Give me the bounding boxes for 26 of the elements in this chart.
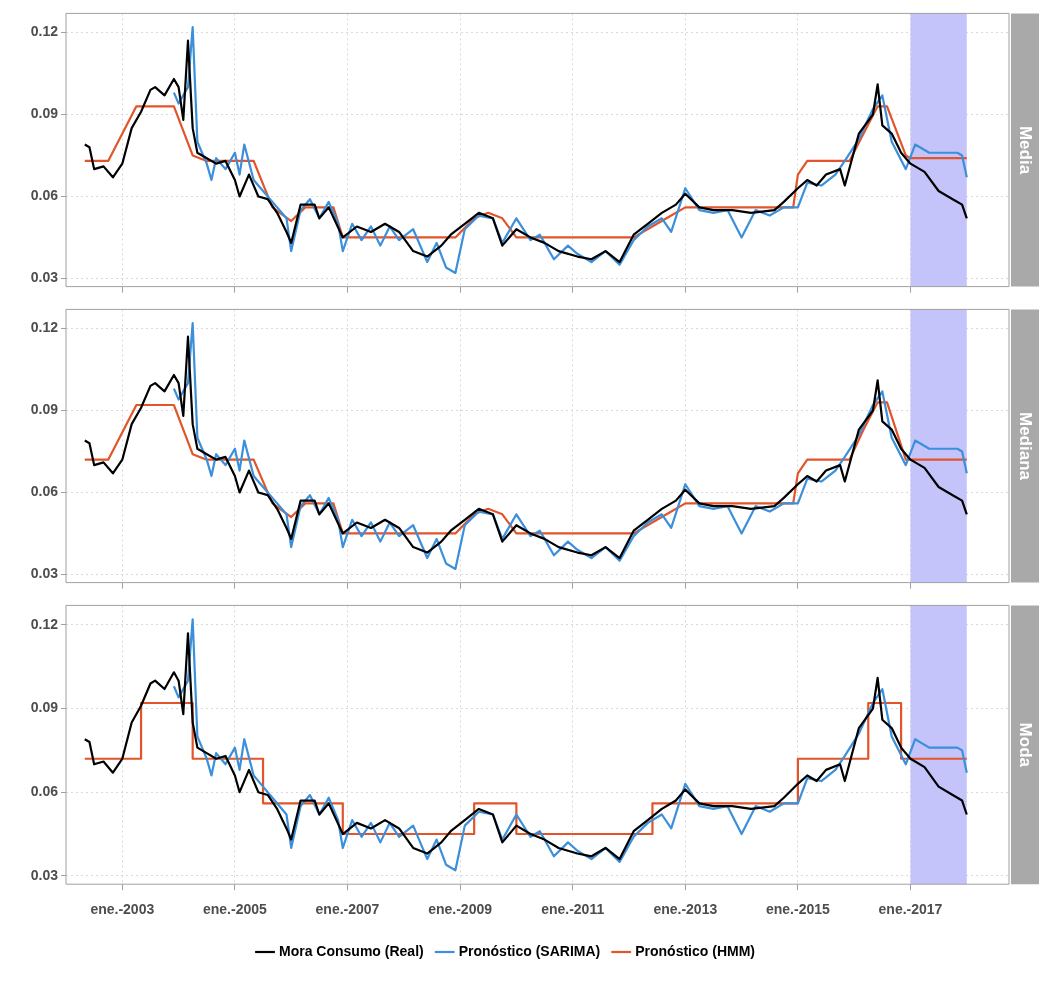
text: Media	[1016, 125, 1036, 175]
x-tick-label: ene.-2013	[653, 901, 718, 918]
y-tick-label: 0.12	[30, 319, 59, 336]
x-tick-label: ene.-2005	[202, 901, 268, 918]
text: Moda	[1016, 722, 1036, 768]
y-tick-label: 0.03	[30, 565, 59, 582]
y-tick-label: 0.06	[30, 783, 59, 800]
y-tick-label: 0.03	[30, 269, 59, 286]
y-tick-label: 0.06	[30, 483, 59, 500]
x-tick-label: ene.-2017	[878, 901, 943, 918]
text: Mediana	[1016, 411, 1036, 481]
legend-label: Pronóstico (HMM)	[635, 942, 755, 959]
y-tick-label: 0.09	[30, 401, 59, 418]
y-tick-label: 0.03	[30, 866, 59, 883]
legend-label: Mora Consumo (Real)	[279, 942, 424, 959]
y-tick-label: 0.12	[30, 615, 59, 632]
x-tick-label: ene.-2003	[90, 901, 155, 918]
y-tick-label: 0.06	[30, 187, 59, 204]
x-tick-label: ene.-2007	[315, 901, 380, 918]
y-tick-label: 0.09	[30, 699, 59, 716]
y-tick-label: 0.12	[30, 23, 59, 40]
legend-label: Pronóstico (SARIMA)	[458, 942, 601, 959]
x-tick-label: ene.-2009	[428, 901, 493, 918]
x-tick-label: ene.-2011	[541, 901, 605, 918]
y-tick-label: 0.09	[30, 105, 59, 122]
x-tick-label: ene.-2015	[765, 901, 830, 918]
